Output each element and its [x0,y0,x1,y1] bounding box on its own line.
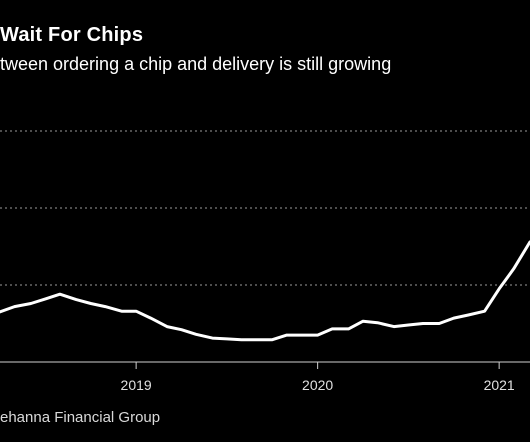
x-tick-label: 2021 [484,377,515,393]
chart-title: Wait For Chips [0,24,144,46]
chart-subtitle: tween ordering a chip and delivery is st… [0,54,392,74]
gridlines [0,130,530,286]
x-tick-label: 2019 [121,377,152,393]
series-line [0,240,530,342]
x-tick-label: 2020 [302,377,333,393]
x-axis-ticks: 2019 2020 2021 [121,362,515,393]
series-layer [0,240,530,342]
chart-source: ehanna Financial Group [0,409,161,426]
